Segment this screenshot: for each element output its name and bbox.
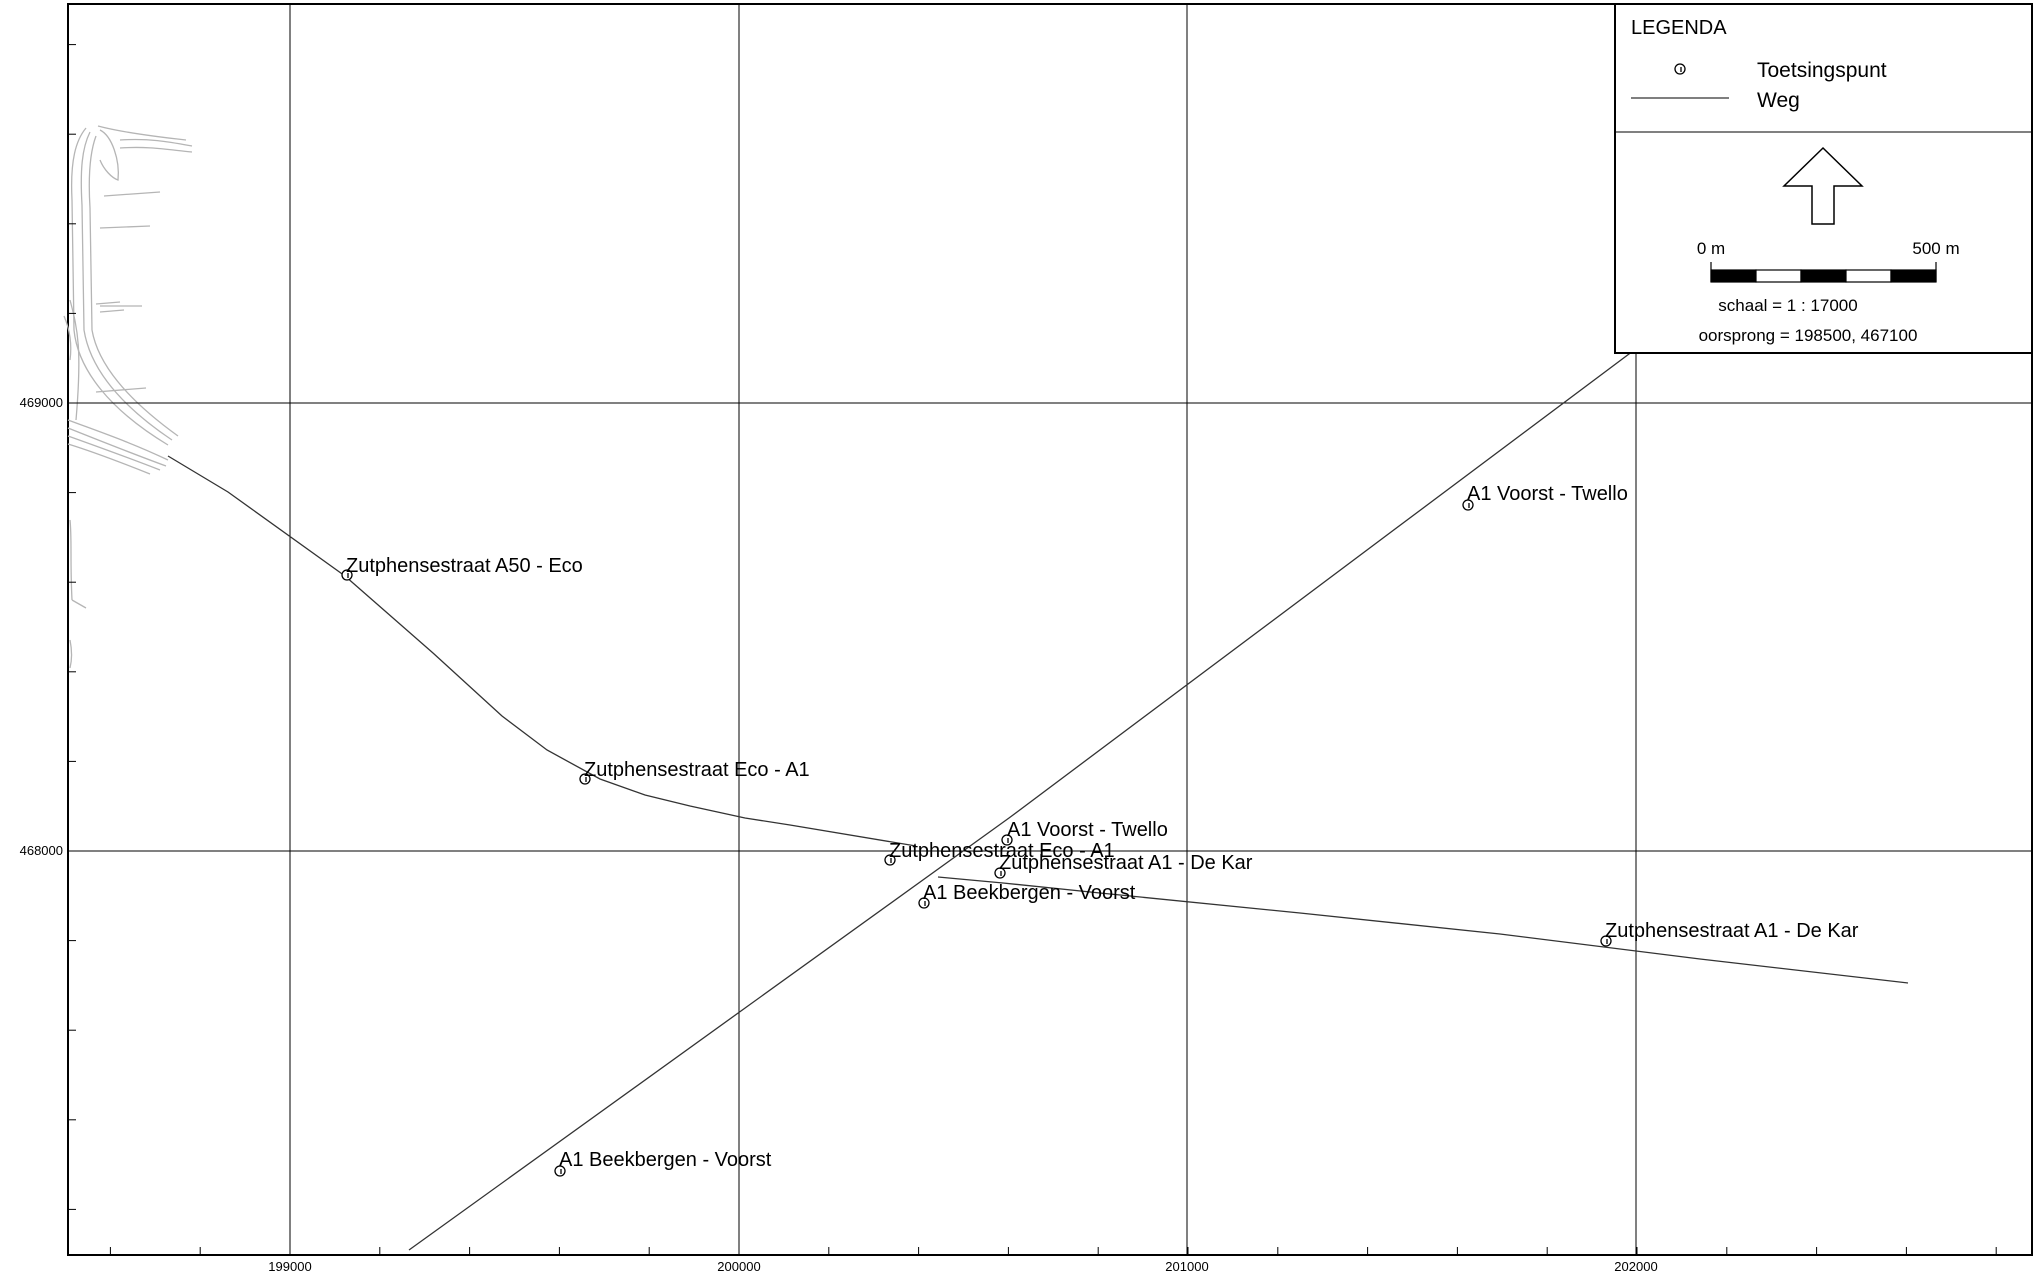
scale-end-label: 500 m bbox=[1912, 239, 1959, 258]
point-marker-icon bbox=[884, 854, 896, 866]
point-marker-icon bbox=[1001, 834, 1013, 846]
road-a1 bbox=[408, 347, 1638, 1251]
frame-ticks bbox=[68, 44, 1997, 1255]
point-label: Zutphensestraat Eco - A1 bbox=[584, 759, 810, 781]
legend-point-symbol-icon bbox=[1674, 63, 1686, 75]
point-marker-icon bbox=[918, 897, 930, 909]
point-marker-icon bbox=[579, 773, 591, 785]
point-marker-icon bbox=[1462, 499, 1474, 511]
scale-start-label: 0 m bbox=[1697, 239, 1725, 258]
legend-road-label: Weg bbox=[1757, 89, 1800, 112]
point-label: Zutphensestraat A50 - Eco bbox=[346, 555, 583, 577]
point-marker-icon bbox=[554, 1165, 566, 1177]
point-label: Zutphensestraat Eco - A1 bbox=[889, 840, 1115, 862]
x-tick-label: 201000 bbox=[1165, 1259, 1208, 1274]
point-label: A1 Beekbergen - Voorst bbox=[559, 1149, 772, 1171]
origin-text: oorsprong = 198500, 467100 bbox=[1699, 326, 1918, 345]
road-zutphensestraat bbox=[167, 455, 917, 847]
point-labels: Zutphensestraat A50 - Eco Zutphensestraa… bbox=[346, 483, 1859, 1171]
legend-title: LEGENDA bbox=[1631, 17, 1727, 39]
assessment-points bbox=[341, 499, 1612, 1177]
x-tick-label: 202000 bbox=[1614, 1259, 1657, 1274]
x-tick-label: 200000 bbox=[717, 1259, 760, 1274]
point-marker-icon bbox=[1600, 935, 1612, 947]
point-marker-icon bbox=[994, 867, 1006, 879]
roads bbox=[167, 347, 1909, 1251]
y-tick-label: 469000 bbox=[20, 395, 63, 410]
road-zutphensestraat-east bbox=[937, 876, 1909, 984]
legend-box: LEGENDA Toetsingspunt Weg 0 m 500 m scha… bbox=[1614, 3, 2033, 354]
coordinate-grid bbox=[68, 4, 2032, 1255]
north-arrow-icon bbox=[1782, 146, 1864, 225]
point-label: Zutphensestraat A1 - De Kar bbox=[1605, 920, 1859, 942]
point-label: A1 Voorst - Twello bbox=[1007, 819, 1168, 841]
x-tick-label: 199000 bbox=[268, 1259, 311, 1274]
point-label: Zutphensestraat A1 - De Kar bbox=[999, 852, 1253, 874]
y-tick-label: 468000 bbox=[20, 843, 63, 858]
background-roads bbox=[63, 125, 193, 669]
scale-bar bbox=[1710, 262, 1937, 283]
legend-point-label: Toetsingspunt bbox=[1757, 59, 1887, 82]
point-label: A1 Beekbergen - Voorst bbox=[923, 882, 1136, 904]
point-marker-icon bbox=[341, 569, 353, 581]
point-label: A1 Voorst - Twello bbox=[1467, 483, 1628, 505]
scale-text: schaal = 1 : 17000 bbox=[1718, 296, 1857, 315]
